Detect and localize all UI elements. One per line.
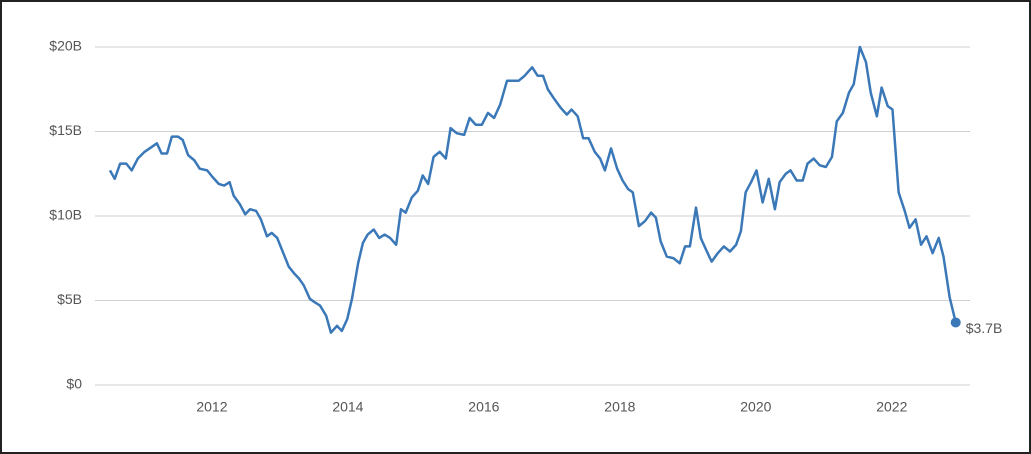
- y-tick-label: $0: [66, 376, 82, 392]
- x-tick-label: 2020: [740, 399, 771, 415]
- value-label: $3.7B: [966, 320, 1003, 336]
- line: [108, 45, 957, 334]
- x-tick-label: 2018: [604, 399, 635, 415]
- y-tick-label: $10B: [49, 207, 82, 223]
- y-tick-label: $15B: [49, 122, 82, 138]
- y-tick-label: $20B: [49, 38, 82, 54]
- x-tick-label: 2012: [196, 399, 227, 415]
- y-tick-label: $5B: [57, 291, 82, 307]
- x-tick-label: 2016: [468, 399, 499, 415]
- x-tick-label: 2022: [876, 399, 907, 415]
- x-tick-label: 2014: [332, 399, 363, 415]
- end-point: [950, 317, 961, 328]
